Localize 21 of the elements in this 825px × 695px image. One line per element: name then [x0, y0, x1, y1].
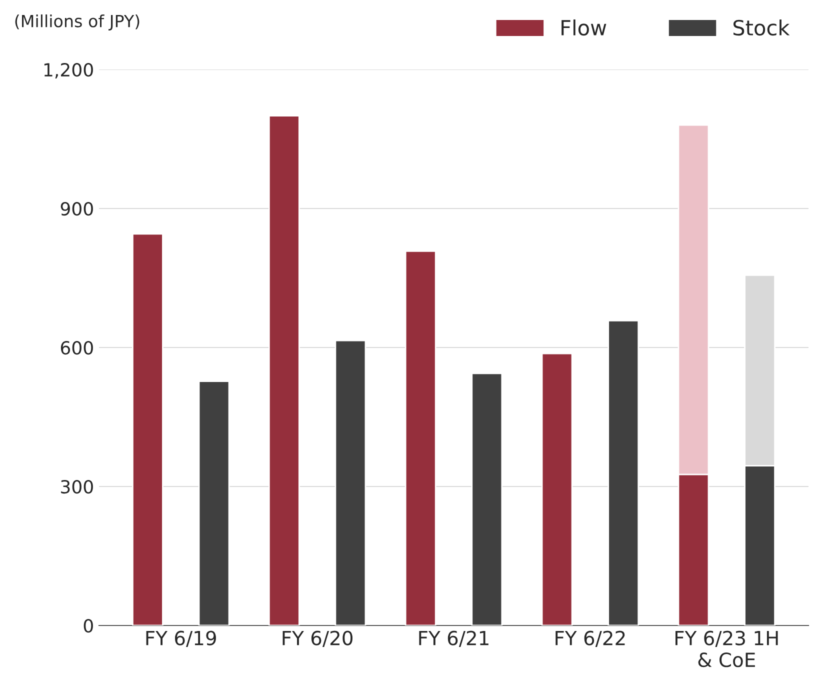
y-tick-label: 0: [84, 618, 93, 633]
x-tick-label: FY 6/21: [419, 630, 488, 647]
x-tick-label: FY 6/23 1H & CoE: [676, 630, 778, 668]
y-tick-label: 300: [61, 480, 93, 494]
bar: [268, 115, 300, 626]
bar: [334, 340, 366, 626]
y-tick-label: 600: [60, 340, 93, 355]
bar: [132, 233, 164, 626]
legend-label: Flow: [562, 19, 606, 36]
legend-label: Stock: [733, 19, 790, 36]
bar: [471, 372, 503, 626]
y-tick-label: 1,200: [44, 62, 93, 78]
y-tick-label: 900: [60, 202, 93, 216]
bar: [608, 320, 640, 626]
y-axis-title: (Millions of JPY): [15, 14, 140, 30]
bar: [198, 380, 230, 626]
bar: [541, 352, 573, 626]
x-tick-label: FY 6/22: [556, 630, 625, 647]
x-tick-label: FY 6/20: [282, 630, 352, 647]
bar: [404, 250, 436, 626]
x-tick-label: FY 6/19: [146, 630, 216, 647]
